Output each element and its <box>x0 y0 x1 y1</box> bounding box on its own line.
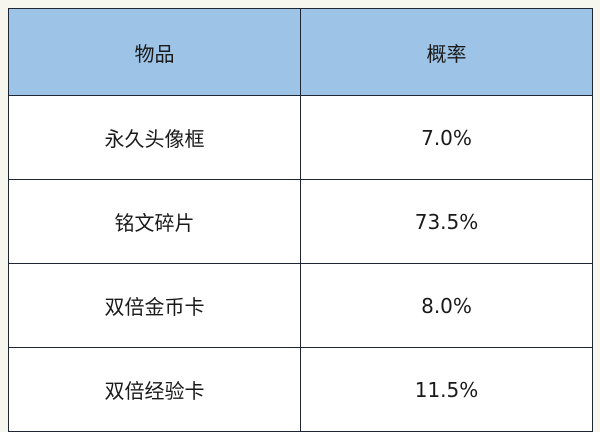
table-row: 双倍金币卡 8.0% <box>8 263 593 348</box>
item-name: 永久头像框 <box>8 95 301 180</box>
table-row: 永久头像框 7.0% <box>8 95 593 180</box>
item-name: 双倍经验卡 <box>8 347 301 432</box>
header-item: 物品 <box>8 8 301 96</box>
item-name: 双倍金币卡 <box>8 263 301 348</box>
item-name: 铭文碎片 <box>8 179 301 264</box>
item-probability: 7.0% <box>300 95 593 180</box>
probability-table: 物品 概率 永久头像框 7.0% 铭文碎片 73.5% 双倍金币卡 8.0% 双… <box>8 8 593 432</box>
header-probability: 概率 <box>300 8 593 96</box>
item-probability: 73.5% <box>300 179 593 264</box>
table-row: 铭文碎片 73.5% <box>8 179 593 264</box>
table-header-row: 物品 概率 <box>8 8 593 96</box>
item-probability: 8.0% <box>300 263 593 348</box>
item-probability: 11.5% <box>300 347 593 432</box>
table-row: 双倍经验卡 11.5% <box>8 347 593 432</box>
